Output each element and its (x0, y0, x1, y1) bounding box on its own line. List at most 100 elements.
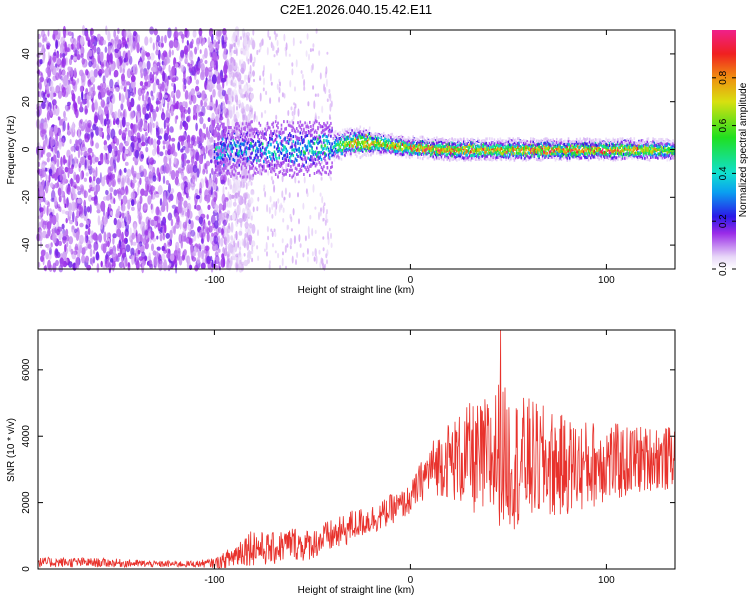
spectrogram-speckle (70, 146, 75, 152)
spectrogram-speckle (168, 183, 171, 194)
spectrogram-speckle (126, 135, 130, 145)
spectrogram-speckle (174, 76, 179, 81)
spectrogram-ridge-cell (316, 131, 318, 135)
spectrogram-speckle (190, 229, 196, 237)
spectrogram-speckle (40, 197, 43, 203)
spectrogram-speckle (327, 230, 329, 240)
spectrogram-speckle (253, 56, 256, 64)
spectrogram-ridge-cell (291, 145, 293, 149)
spectrogram-speckle (249, 174, 252, 180)
spectrogram-speckle (280, 202, 283, 211)
spectrogram-ridge-cell (269, 151, 271, 155)
spectrogram-speckle (72, 211, 75, 223)
spectrogram-speckle (41, 101, 46, 110)
spectrogram-speckle (188, 256, 191, 266)
spectrogram-speckle (230, 79, 233, 86)
spectrogram-speckle (134, 125, 137, 136)
spectrogram-speckle (46, 152, 52, 158)
spectrogram-speckle (54, 172, 58, 181)
spectrogram-speckle (195, 112, 198, 121)
spectrogram-speckle (229, 43, 232, 53)
spectrogram-speckle (153, 256, 158, 267)
spectrogram-speckle (225, 36, 228, 41)
spectrogram-speckle (314, 248, 317, 257)
spectrogram-speckle (58, 166, 62, 175)
spectrogram-speckle (109, 186, 114, 193)
spectrogram-speckle (276, 39, 279, 47)
spectrogram-speckle (240, 50, 243, 55)
spectrogram-ridge-cell (223, 126, 225, 129)
spectrogram-speckle (149, 263, 154, 270)
spectrogram-speckle (119, 55, 124, 64)
spectrogram-speckle (66, 196, 69, 208)
spectrogram-speckle (96, 47, 101, 55)
spectrogram-speckle (39, 203, 42, 214)
spectrogram-speckle (291, 68, 294, 76)
spectrogram-speckle (199, 49, 202, 54)
spectrogram-speckle (234, 233, 237, 238)
spectrogram-ridge-cell (217, 122, 219, 126)
spectrogram-speckle (307, 225, 310, 235)
spectrogram-speckle (192, 94, 197, 104)
spectrogram-ridge-cell (298, 163, 300, 167)
spectrogram-speckle (137, 186, 140, 196)
spectrogram-speckle (100, 154, 104, 165)
spectrogram-speckle (152, 237, 157, 242)
spectrogram-speckle (120, 85, 124, 90)
spectrogram-speckle (149, 157, 154, 166)
spectrogram-speckle (226, 76, 232, 84)
spectrogram-speckle (150, 203, 153, 210)
spectrogram-speckle (64, 244, 67, 252)
spectrogram-speckle (102, 243, 107, 254)
spectrogram-speckle (194, 204, 197, 210)
spectrogram-speckle (186, 40, 189, 46)
spectrogram-speckle (117, 108, 122, 119)
spectrogram-ridge-cell (213, 160, 216, 164)
spectrogram-speckle (102, 81, 107, 90)
spectrogram-ridge-cell (350, 152, 352, 156)
spectrogram-speckle (139, 81, 144, 87)
spectrogram-speckle (269, 260, 271, 265)
spectrogram-speckle (148, 138, 152, 146)
spectrogram-speckle (293, 102, 296, 106)
spectrogram-speckle (262, 70, 265, 77)
spectrogram-speckle (75, 139, 81, 151)
spectrogram-speckle (299, 243, 302, 248)
spectrogram-speckle (55, 212, 59, 223)
spectrogram-speckle (232, 72, 235, 80)
spectrogram-ridge-cell (285, 158, 287, 162)
spectrogram-speckle (247, 58, 250, 65)
spectrogram-speckle (92, 176, 96, 182)
spectrogram-speckle (158, 209, 161, 216)
spectrogram-speckle (199, 150, 203, 155)
spectrogram-speckle (271, 43, 274, 52)
spectrogram-speckle (114, 111, 118, 120)
spectrogram-ridge-cell (304, 156, 306, 160)
spectrogram-speckle (266, 251, 268, 257)
spectrogram-speckle (162, 216, 167, 226)
spectrogram-speckle (55, 39, 58, 49)
spectrogram-speckle (275, 114, 278, 120)
spectrogram-speckle (147, 230, 152, 239)
spectrogram-speckle (85, 172, 89, 177)
spectrogram-speckle (302, 202, 305, 210)
spectrogram-speckle (113, 217, 118, 226)
spectrogram-speckle (130, 191, 136, 200)
spectrogram-speckle (69, 139, 72, 144)
spectrogram-speckle (251, 249, 254, 255)
spectrogram-speckle (57, 153, 60, 159)
spectrogram-speckle (76, 54, 81, 61)
spectrogram-speckle (80, 53, 84, 59)
spectrogram-speckle (222, 185, 225, 196)
spectrogram-speckle (161, 81, 165, 92)
spectrogram-ridge-cell (263, 164, 265, 168)
spectrogram-ridge-cell (229, 157, 231, 161)
spectrogram-speckle (84, 230, 89, 237)
spectrogram-speckle (109, 78, 114, 89)
spectrogram-speckle (85, 32, 89, 42)
spectrogram-speckle (71, 186, 75, 194)
spectrogram-ridge-cell (241, 122, 244, 126)
spectrogram-speckle (92, 123, 97, 131)
spectrogram-speckle (306, 248, 309, 255)
